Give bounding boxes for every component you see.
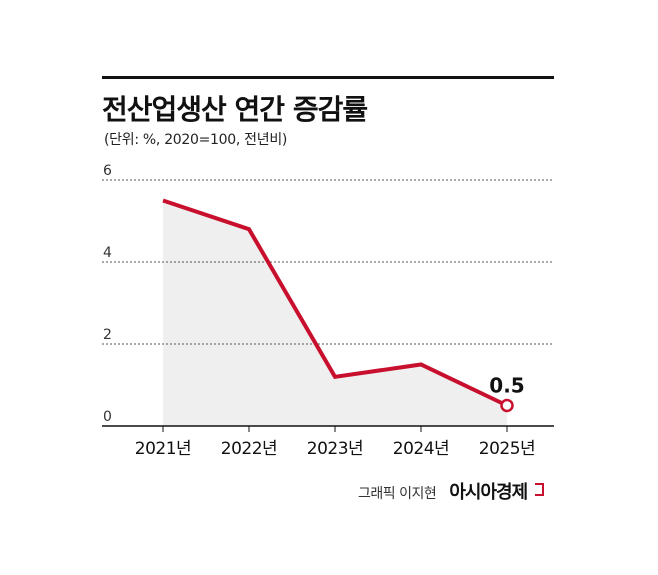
chart-subtitle: (단위: %, 2020=100, 전년비)	[104, 132, 288, 148]
data-label-2025: 0.5	[489, 374, 524, 398]
last-point-marker	[500, 398, 514, 413]
credit: 그래픽 이지현 아시아경제	[358, 478, 545, 504]
series-line	[162, 198, 508, 408]
x-tick-label-3: 2024년	[393, 439, 449, 459]
x-tick-label-0: 2021년	[135, 439, 191, 459]
area-fill	[163, 200, 507, 426]
y-tick-label-4: 4	[103, 245, 112, 261]
x-tick-label-2: 2023년	[307, 439, 363, 459]
credit-text: 그래픽 이지현	[358, 486, 437, 502]
brand-logo-text: 아시아경제	[449, 482, 528, 503]
x-tick-label-4: 2025년	[479, 439, 535, 459]
y-tick-label-2: 2	[103, 327, 112, 343]
brand-mark-icon	[535, 483, 545, 496]
chart-title: 전산업생산 연간 증감률	[102, 93, 368, 126]
top-rule	[102, 76, 554, 79]
x-tick-label-1: 2022년	[221, 439, 277, 459]
y-tick-label-0: 0	[103, 409, 112, 425]
y-tick-label-6: 6	[103, 163, 112, 179]
